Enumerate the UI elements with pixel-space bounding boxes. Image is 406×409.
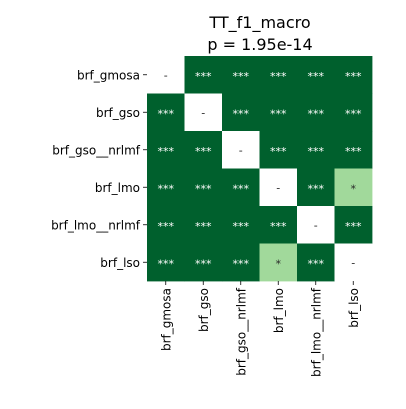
cell-label: *** [233, 107, 250, 120]
heatmap-cell [334, 206, 373, 244]
cell-label: *** [308, 182, 325, 195]
heatmap-cell [334, 56, 373, 94]
cell-label: * [351, 182, 357, 195]
cell-label: *** [233, 182, 250, 195]
cell-label: *** [270, 70, 287, 83]
heatmap-cell [147, 131, 185, 169]
cell-label: *** [308, 145, 325, 158]
cell-label: *** [158, 257, 175, 270]
heatmap-cell [297, 93, 335, 132]
cell-label: *** [345, 107, 362, 120]
chart-title: TT_f1_macro [208, 13, 310, 33]
heatmap-cell [147, 243, 185, 282]
heatmap-cell [297, 206, 335, 244]
heatmap-cell [297, 131, 335, 169]
cell-label: *** [158, 182, 175, 195]
heatmap-cell [147, 168, 185, 207]
heatmap-cell [222, 168, 260, 207]
heatmap-cell [222, 131, 260, 169]
heatmap-cell [334, 168, 373, 207]
heatmap-cell [184, 56, 223, 94]
heatmap-cell [147, 56, 185, 94]
heatmap-cell [259, 206, 298, 244]
heatmap-cell [334, 131, 373, 169]
heatmap-cell [297, 243, 335, 282]
x-tick-label: brf_lmo__nrlmf [309, 287, 323, 377]
cell-label: *** [308, 107, 325, 120]
heatmap-cell [259, 93, 298, 132]
heatmap-cell [259, 131, 298, 169]
heatmap-cell [222, 56, 260, 94]
x-tick-label: brf_lmo [272, 288, 286, 333]
cell-label: *** [158, 145, 175, 158]
cell-label: - [351, 256, 355, 269]
y-tick-label: brf_lmo [95, 181, 140, 195]
heatmap-cell [259, 168, 298, 207]
cell-label: *** [195, 145, 212, 158]
cell-label: *** [195, 257, 212, 270]
heatmap-cell [297, 56, 335, 94]
cell-label: *** [233, 70, 250, 83]
y-tick-label: brf_gso__nrlmf [52, 143, 141, 157]
heatmap-cell [222, 243, 260, 282]
heatmap-cell [222, 206, 260, 244]
cell-label: *** [308, 70, 325, 83]
y-axis-ticks: brf_gmosa brf_gso brf_gso__nrlmf brf_lmobrf… [51, 68, 147, 270]
cell-label: - [276, 181, 280, 194]
cell-label: *** [345, 220, 362, 233]
cell-label: * [276, 257, 282, 270]
heatmap-cell [259, 243, 298, 282]
cell-label: *** [308, 257, 325, 270]
heatmap-cell [184, 131, 223, 169]
heatmap-cell [147, 206, 185, 244]
x-tick-label: brf_gso [197, 288, 211, 332]
y-tick-label: brf_lso [100, 256, 140, 270]
cell-label: *** [195, 220, 212, 233]
cell-label: - [164, 69, 168, 82]
heatmap-cell [222, 93, 260, 132]
cell-label: *** [158, 107, 175, 120]
x-tick-label: brf_gmosa [159, 288, 173, 351]
cell-label: - [239, 144, 243, 157]
cell-label: - [201, 106, 205, 119]
x-tick-label: brf_gso__nrlmf [234, 287, 248, 376]
chart-subtitle: p = 1.95e-14 [207, 35, 312, 54]
heatmap-cell [184, 93, 223, 132]
cell-label: *** [345, 145, 362, 158]
cell-label: *** [233, 220, 250, 233]
heatmap-cell [334, 243, 373, 282]
cell-label: *** [345, 70, 362, 83]
heatmap-cells: - *** *** *** *** *** *** - *** *** *** *** *** *** - *… [147, 56, 373, 282]
x-tick-label: brf_lso [347, 288, 361, 328]
cell-label: *** [158, 220, 175, 233]
x-axis-ticks: brf_gmosa brf_gso brf_gso__nrlmf brf_lmo brf… [159, 281, 361, 377]
cell-label: *** [270, 145, 287, 158]
cell-label: *** [270, 107, 287, 120]
y-tick-label: brf_gmosa [77, 68, 140, 82]
heatmap-cell [147, 93, 185, 132]
y-tick-label: brf_gso [96, 106, 140, 120]
cell-label: *** [270, 220, 287, 233]
cell-label: *** [233, 257, 250, 270]
y-tick-label: brf_lmo__nrlmf [51, 218, 141, 232]
heatmap-cell [184, 243, 223, 282]
heatmap-cell [334, 93, 373, 132]
cell-label: - [314, 219, 318, 232]
heatmap-cell [184, 168, 223, 207]
cell-label: *** [195, 70, 212, 83]
cell-label: *** [195, 182, 212, 195]
heatmap-cell [297, 168, 335, 207]
heatmap-cell [259, 56, 298, 94]
heatmap-cell [184, 206, 223, 244]
